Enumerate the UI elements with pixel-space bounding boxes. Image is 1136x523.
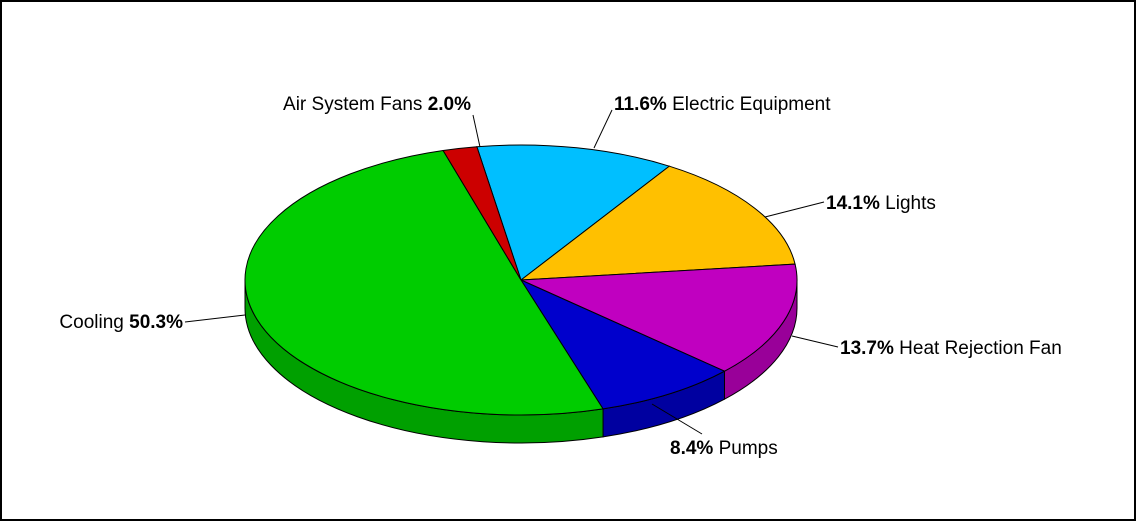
slice-percent: 11.6% [614,94,667,115]
slice-name: Electric Equipment [667,94,831,115]
slice-percent: 13.7% [840,338,894,359]
slice-label-air-system-fans: Air System Fans 2.0% [283,94,471,115]
leader-line-lights [764,201,825,218]
leader-line-electric-equipment [593,109,613,149]
slice-name: Lights [880,193,936,214]
slice-name: Pumps [713,438,777,459]
slice-air-system-fans [442,146,522,281]
slice-lights [519,165,796,281]
leader-line-air-system-fans [472,114,481,148]
slice-label-electric-equipment: 11.6% Electric Equipment [614,94,831,115]
slice-label-heat-rejection-fan: 13.7% Heat Rejection Fan [840,338,1062,359]
slice-label-cooling: Cooling 50.3% [59,312,183,333]
slice-pumps [519,278,726,410]
slice-name: Cooling [59,312,129,333]
slice-percent: 2.0% [428,94,471,115]
slice-percent: 14.1% [826,193,880,214]
slice-cooling [244,149,604,416]
slice-name: Heat Rejection Fan [894,338,1062,359]
slice-heat-rejection-fan [520,263,798,372]
slice-percent: 8.4% [670,438,713,459]
leader-line-heat-rejection-fan [791,335,839,348]
slice-percent: 50.3% [129,312,183,333]
slice-label-lights: 14.1% Lights [826,193,936,214]
leader-line-cooling [184,314,246,323]
leader-line-pumps [651,403,703,435]
slice-label-pumps: 8.4% Pumps [670,438,778,459]
slice-name: Air System Fans [283,94,428,115]
slice-electric-equipment [476,144,671,281]
